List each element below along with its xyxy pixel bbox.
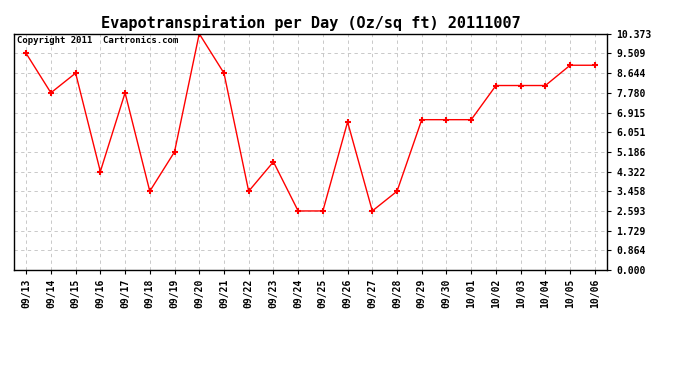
Title: Evapotranspiration per Day (Oz/sq ft) 20111007: Evapotranspiration per Day (Oz/sq ft) 20…	[101, 15, 520, 31]
Text: Copyright 2011  Cartronics.com: Copyright 2011 Cartronics.com	[17, 36, 178, 45]
